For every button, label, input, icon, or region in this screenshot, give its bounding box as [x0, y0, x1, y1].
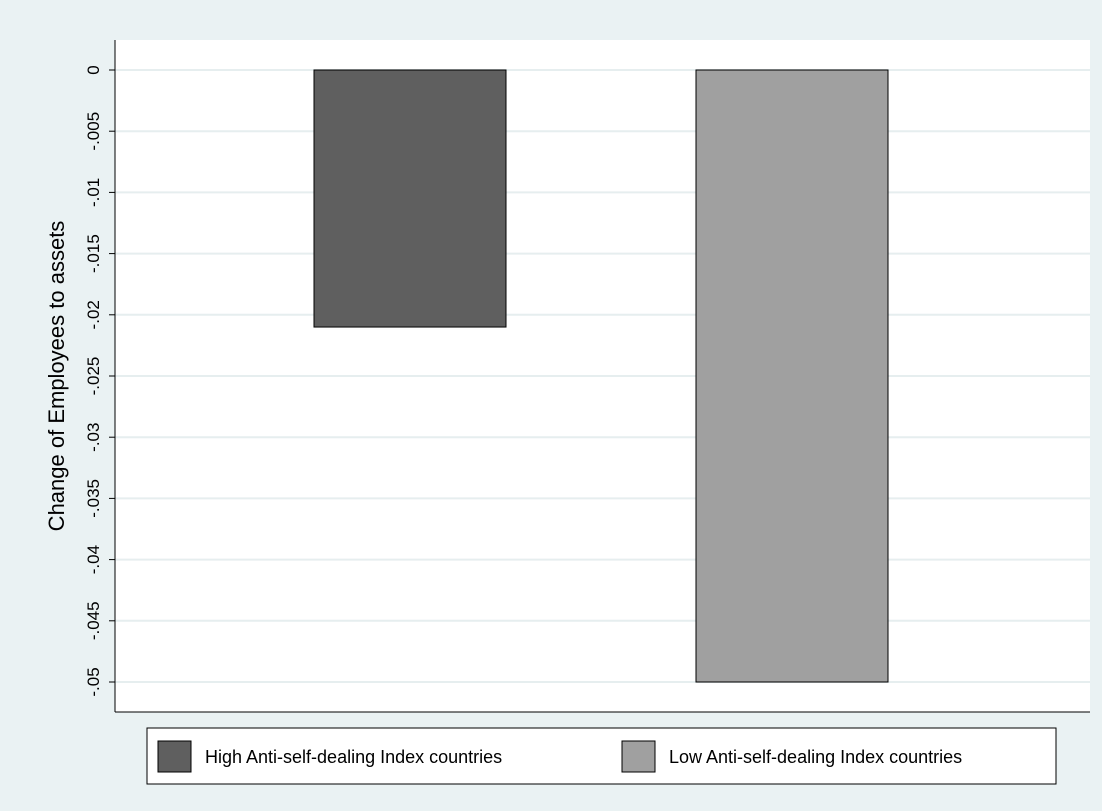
legend: High Anti-self-dealing Index countries L… [146, 727, 1057, 785]
bar-low [695, 69, 889, 683]
y-tick-label: -.04 [84, 545, 103, 574]
y-tick-label: 0 [84, 65, 103, 74]
legend-swatch-low [621, 740, 656, 773]
y-tick-label: -.035 [84, 479, 103, 518]
grid-lines [115, 69, 1090, 683]
y-tick-label: -.05 [84, 667, 103, 696]
y-tick-label: -.015 [84, 234, 103, 273]
legend-swatch-high [157, 740, 192, 773]
y-tick-label: -.005 [84, 112, 103, 151]
y-axis-label: Change of Employees to assets [44, 221, 69, 532]
legend-label-high: High Anti-self-dealing Index countries [205, 747, 502, 767]
y-ticks: 0 -.005 -.01 -.015 -.02 -.025 -.03 -.035 -.04 -.0… [84, 65, 115, 697]
y-tick-label: -.045 [84, 601, 103, 640]
y-tick-label: -.02 [84, 300, 103, 329]
y-tick-label: -.03 [84, 423, 103, 452]
bar-high [313, 69, 507, 328]
bars [313, 69, 889, 683]
y-tick-label: -.025 [84, 357, 103, 396]
legend-label-low: Low Anti-self-dealing Index countries [669, 747, 962, 767]
y-tick-label: -.01 [84, 178, 103, 207]
legend-box [146, 727, 1057, 785]
